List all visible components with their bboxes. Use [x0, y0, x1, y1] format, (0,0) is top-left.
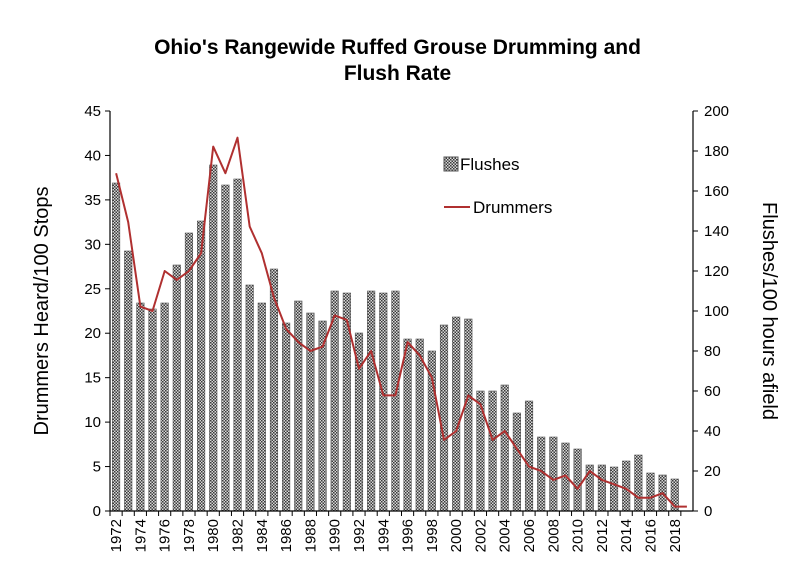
y-right-tick-label: 20 [704, 463, 721, 480]
x-tick-label: 2012 [594, 519, 611, 552]
y-left-tick-label: 30 [84, 236, 101, 253]
y-right-tick-label: 120 [704, 263, 729, 280]
x-tick-label: 1990 [327, 519, 344, 552]
legend-swatch-flushes [443, 156, 459, 172]
y-left-tick-label: 25 [84, 281, 101, 298]
x-tick-label: 1982 [230, 519, 247, 552]
y-right-tick-label: 160 [704, 183, 729, 200]
y-left-tick-label: 5 [93, 459, 101, 476]
x-tick-label: 1986 [278, 519, 295, 552]
y-axis-left-title: Drummers Heard/100 Stops [31, 187, 53, 436]
bar-flushes-2016 [646, 472, 655, 512]
y-right-tick-label: 180 [704, 143, 729, 160]
bar-flushes-2008 [549, 436, 558, 512]
y-right-tick-label: 100 [704, 303, 729, 320]
bar-flushes-1982 [233, 178, 242, 512]
bar-flushes-1995 [391, 290, 400, 512]
x-tick-label: 1998 [424, 519, 441, 552]
x-tick-label: 2018 [667, 519, 684, 552]
y-left-tick-label: 35 [84, 192, 101, 209]
y-left-tick-label: 10 [84, 414, 101, 431]
bar-flushes-2015 [634, 454, 643, 512]
bars-layer [112, 164, 679, 512]
x-tick-label: 1972 [108, 519, 125, 552]
bar-flushes-1972 [112, 182, 121, 512]
bar-flushes-2006 [524, 400, 534, 512]
x-tick-label: 1996 [400, 519, 417, 552]
bar-flushes-1981 [221, 184, 230, 512]
y-right-tick-label: 60 [704, 383, 721, 400]
x-tick-label: 2010 [570, 519, 587, 552]
y-right-tick-label: 0 [704, 503, 712, 520]
bar-flushes-1988 [306, 312, 315, 512]
bar-flushes-1974 [136, 302, 145, 512]
x-tick-label: 1984 [254, 519, 271, 552]
bar-flushes-1975 [148, 308, 157, 512]
bar-flushes-1997 [415, 338, 424, 512]
bar-flushes-2004 [500, 384, 509, 512]
x-tick-label: 1974 [132, 519, 149, 552]
bar-flushes-1986 [282, 322, 291, 512]
y-left-tick-label: 20 [84, 325, 101, 342]
bar-flushes-2013 [609, 466, 619, 512]
chart-title-line-2: Flush Rate [343, 62, 452, 85]
bar-flushes-1979 [197, 220, 206, 512]
x-tick-label: 1980 [205, 519, 222, 552]
bar-flushes-1984 [257, 302, 266, 512]
y-right-tick-label: 40 [704, 423, 721, 440]
y-left-tick-label: 40 [84, 147, 101, 164]
chart-title-line-1: Ohio's Rangewide Ruffed Grouse Drumming … [154, 36, 641, 59]
x-tick-label: 2006 [521, 519, 538, 552]
bar-flushes-1998 [427, 350, 436, 512]
bar-flushes-2002 [476, 390, 485, 512]
bar-flushes-1994 [379, 292, 388, 512]
y-axis-right-title: Flushes/100 hours afield [758, 202, 780, 420]
ticks-layer: 0 5 10 15 20 25 30 35 40 45 0 20 40 60 80 100 120 140 160 1… [84, 103, 729, 552]
bar-flushes-1991 [342, 292, 351, 512]
bar-flushes-1980 [209, 164, 218, 512]
legend-label-drummers: Drummers [473, 198, 552, 217]
x-tick-label: 2000 [448, 519, 465, 552]
x-tick-label: 1994 [375, 519, 392, 552]
y-right-tick-label: 200 [704, 103, 729, 120]
bar-flushes-2001 [464, 318, 473, 512]
bar-flushes-1999 [439, 324, 449, 512]
bar-flushes-1977 [172, 264, 181, 512]
bar-flushes-2014 [622, 460, 631, 512]
bar-flushes-2012 [597, 464, 606, 512]
bar-flushes-2010 [573, 448, 582, 512]
y-left-tick-label: 0 [93, 503, 101, 520]
legend-label-flushes: Flushes [460, 155, 520, 174]
x-tick-label: 2016 [643, 519, 660, 552]
bar-flushes-1976 [160, 302, 169, 512]
x-tick-label: 1976 [157, 519, 174, 552]
y-left-tick-label: 15 [84, 370, 101, 387]
x-tick-label: 2014 [618, 519, 635, 552]
bar-flushes-1983 [245, 284, 254, 512]
y-right-tick-label: 140 [704, 223, 729, 240]
bar-flushes-1978 [184, 232, 194, 512]
y-left-tick-label: 45 [84, 103, 101, 120]
line-layer [115, 136, 687, 508]
bar-flushes-1996 [403, 338, 412, 512]
bar-flushes-2000 [452, 316, 461, 512]
bar-flushes-1989 [318, 320, 327, 512]
x-tick-label: 2004 [497, 519, 514, 552]
x-tick-label: 1988 [302, 519, 319, 552]
x-tick-label: 2008 [545, 519, 562, 552]
y-right-tick-label: 80 [704, 343, 721, 360]
x-tick-label: 1992 [351, 519, 368, 552]
bar-flushes-1987 [294, 300, 303, 512]
bar-flushes-2003 [488, 390, 497, 512]
line-drummers [115, 136, 687, 508]
x-tick-label: 1978 [181, 519, 198, 552]
legend: Flushes Drummers [443, 155, 552, 217]
bar-flushes-1993 [367, 290, 376, 512]
x-tick-label: 2002 [472, 519, 489, 552]
bar-flushes-1973 [124, 250, 133, 512]
bar-flushes-2005 [512, 412, 521, 512]
